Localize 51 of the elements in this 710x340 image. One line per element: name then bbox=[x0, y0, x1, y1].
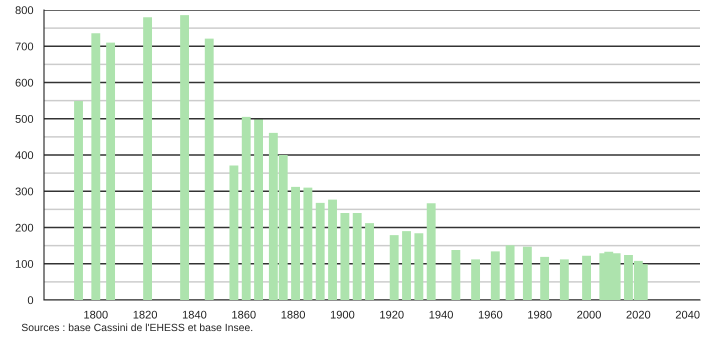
x-tick-label: 1840 bbox=[182, 310, 206, 319]
bar bbox=[540, 256, 550, 300]
bar bbox=[242, 116, 251, 300]
y-tick-label: 400 bbox=[15, 151, 34, 160]
bar bbox=[490, 251, 500, 300]
bar bbox=[328, 200, 337, 300]
x-tick-label: 1920 bbox=[380, 310, 404, 319]
x-tick-label: 1940 bbox=[430, 310, 453, 319]
x-tick-label: 1880 bbox=[282, 310, 306, 319]
bar bbox=[402, 231, 411, 300]
x-tick-label: 2020 bbox=[626, 310, 650, 319]
x-tick-label: 1960 bbox=[478, 310, 502, 319]
bar bbox=[316, 202, 325, 300]
x-tick-label: 1860 bbox=[232, 310, 256, 319]
bar bbox=[204, 38, 214, 300]
source-note: Sources : base Cassini de l'EHESS et base Insee. bbox=[22, 323, 252, 332]
bar bbox=[560, 259, 569, 300]
bar bbox=[582, 256, 591, 300]
y-tick-label: 700 bbox=[16, 42, 34, 50]
x-tick-label: 2040 bbox=[676, 310, 700, 319]
y-tick-label: 0 bbox=[28, 296, 34, 304]
y-tick-label: 200 bbox=[16, 224, 34, 232]
bar bbox=[352, 213, 362, 300]
bar bbox=[414, 233, 424, 300]
bar bbox=[303, 188, 312, 300]
bar bbox=[451, 250, 460, 300]
bar bbox=[291, 186, 300, 300]
y-tick-label: 300 bbox=[15, 188, 34, 196]
bar bbox=[91, 33, 100, 300]
bar bbox=[74, 100, 83, 300]
bar bbox=[180, 15, 190, 300]
y-tick-label: 500 bbox=[15, 115, 34, 123]
bar bbox=[340, 213, 350, 300]
bar bbox=[254, 119, 263, 300]
bar bbox=[229, 166, 238, 300]
y-tick-label: 800 bbox=[16, 6, 34, 14]
x-tick-label: 1900 bbox=[330, 310, 354, 319]
x-tick-label: 2000 bbox=[577, 310, 601, 319]
bar bbox=[471, 259, 480, 300]
bar bbox=[143, 17, 152, 300]
bar bbox=[365, 223, 374, 300]
bar bbox=[106, 42, 116, 300]
bar bbox=[506, 245, 515, 300]
x-tick-label: 1820 bbox=[134, 310, 158, 319]
bar bbox=[426, 203, 436, 300]
y-tick-label: 600 bbox=[16, 78, 34, 87]
x-tick-label: 1800 bbox=[84, 310, 108, 319]
bar bbox=[390, 235, 399, 300]
y-tick-label: 100 bbox=[16, 260, 34, 268]
bar bbox=[522, 246, 532, 300]
x-tick-label: 1980 bbox=[528, 310, 552, 319]
